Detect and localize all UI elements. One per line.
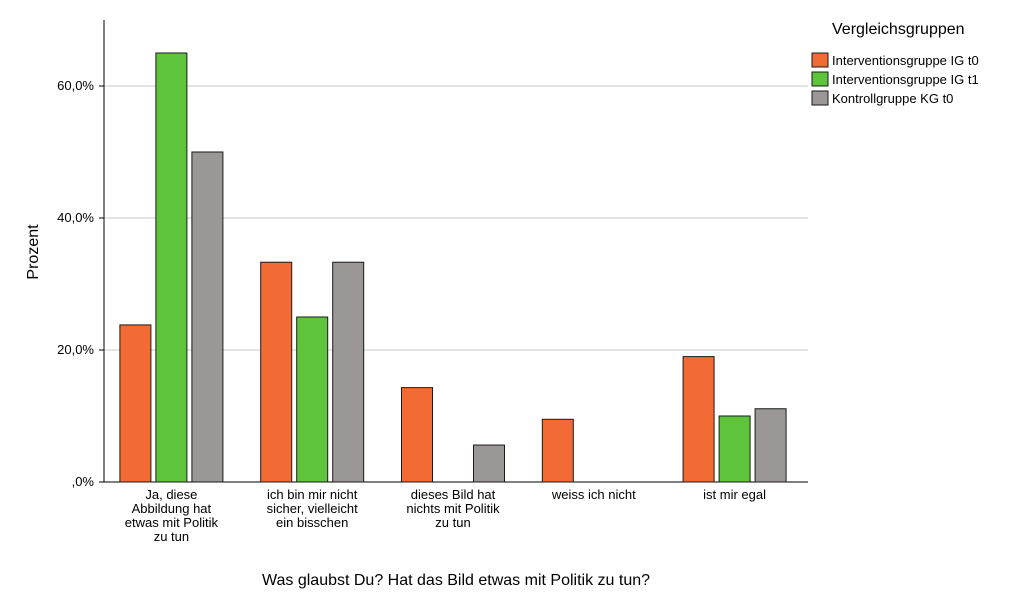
y-tick-label: 20,0%: [57, 342, 94, 357]
legend-items: Interventionsgruppe IG t0 Interventionsgr…: [811, 52, 979, 106]
x-category-label-line: dieses Bild hat: [411, 487, 496, 502]
legend-label: Kontrollgruppe KG t0: [832, 91, 953, 106]
legend-swatch: [811, 90, 829, 106]
legend-title: Vergleichsgruppen: [832, 21, 965, 38]
legend-swatch: [811, 52, 829, 68]
x-category-label-line: weiss ich nicht: [551, 487, 636, 502]
x-category-label-line: Ja, diese: [145, 487, 197, 502]
bar: [260, 261, 293, 483]
legend: Vergleichsgruppen Interventionsgruppe IG…: [811, 21, 979, 106]
legend-swatch: [811, 71, 829, 87]
bar: [541, 418, 574, 483]
bar: [332, 261, 365, 483]
x-category-label-line: zu tun: [154, 529, 189, 544]
y-tick-label: 40,0%: [57, 210, 94, 225]
x-category-label-line: ich bin mir nicht: [267, 487, 358, 502]
x-category-label-line: nichts mit Politik: [406, 501, 500, 516]
bar: [296, 316, 329, 483]
x-category-label: Ja, diese Abbildung hat etwas mit Politik z…: [125, 487, 219, 544]
x-category-label-line: ein bisschen: [276, 515, 348, 530]
x-category-label-line: zu tun: [435, 515, 470, 530]
y-axis-title: Prozent: [25, 224, 42, 280]
x-category-label: dieses Bild hat nichts mit Politik zu tun: [406, 487, 500, 530]
bar: [682, 356, 715, 483]
bar: [401, 387, 433, 483]
bar: [191, 151, 224, 483]
x-category-label-line: ist mir egal: [703, 487, 766, 502]
bar: [119, 324, 152, 483]
y-tick-label: 60,0%: [57, 78, 94, 93]
x-axis-title: Was glaubst Du? Hat das Bild etwas mit P…: [262, 572, 650, 589]
x-category-label-line: etwas mit Politik: [125, 515, 219, 530]
bar: [155, 52, 188, 483]
x-category-label-line: Abbildung hat: [132, 501, 212, 516]
legend-label: Interventionsgruppe IG t0: [832, 53, 979, 68]
legend-label: Interventionsgruppe IG t1: [832, 72, 979, 87]
x-category-label: weiss ich nicht: [551, 487, 636, 502]
x-category-label-line: sicher, vielleicht: [267, 501, 358, 516]
bar: [718, 415, 751, 483]
y-tick-label: ,0%: [72, 474, 95, 489]
y-tick-labels: ,0% 20,0% 40,0% 60,0%: [57, 78, 104, 489]
bar: [754, 408, 787, 483]
bar: [473, 444, 505, 483]
x-category-labels: Ja, diese Abbildung hat etwas mit Politik z…: [125, 487, 766, 544]
x-category-label: ich bin mir nicht sicher, vielleicht ein b…: [267, 487, 358, 530]
x-category-label: ist mir egal: [703, 487, 766, 502]
bars: [119, 52, 787, 483]
